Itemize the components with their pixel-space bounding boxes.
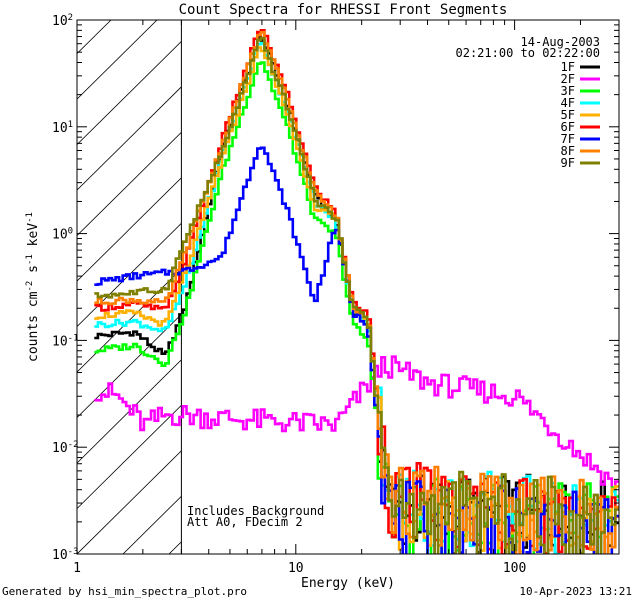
hatched-region <box>0 20 640 554</box>
hatch-line <box>77 268 182 373</box>
observation-date: 14-Aug-2003 <box>521 35 600 49</box>
x-axis-label: Energy (keV) <box>301 576 395 591</box>
y-tick-label: 101 <box>52 120 73 136</box>
annotation-background: Includes Background <box>187 504 324 518</box>
hatch-line <box>77 450 182 554</box>
hatch-line <box>77 404 182 510</box>
axis-ticks <box>76 20 620 555</box>
footer-generated-by: Generated by hsi_min_spectra_plot.pro <box>2 585 247 598</box>
y-tick-label: 10-3 <box>52 547 79 563</box>
y-tick-label: 10-1 <box>52 333 79 349</box>
legend-label-8f: 8F <box>561 144 575 158</box>
legend-label-2f: 2F <box>561 72 575 86</box>
legend-label-4f: 4F <box>561 96 575 110</box>
plot-frame <box>76 19 620 555</box>
time-range: 02:21:00 to 02:22:00 <box>456 46 601 60</box>
hatch-line <box>77 40 182 146</box>
series-line-2f <box>94 355 619 491</box>
hatch-line <box>77 359 182 464</box>
hatch-line <box>77 222 182 328</box>
y-axis-label: counts cm-2 s-1 keV-1 <box>25 212 41 362</box>
legend-label-7f: 7F <box>561 132 575 146</box>
y-tick-labels: 102 101 100 10-1 10-2 10-3 <box>52 13 79 563</box>
hatch-line <box>537 20 640 554</box>
legend-label-6f: 6F <box>561 120 575 134</box>
hatch-line <box>77 20 158 100</box>
x-tick-label: 1 <box>73 561 81 576</box>
legend-label-3f: 3F <box>561 84 575 98</box>
annotation-attenuator: Att A0, FDecim 2 <box>187 515 303 529</box>
hatch-line <box>0 20 19 554</box>
hatch-line <box>77 131 182 237</box>
hatch-line <box>77 20 112 55</box>
footer-timestamp: 10-Apr-2023 13:21 <box>519 585 632 598</box>
legend-label-5f: 5F <box>561 108 575 122</box>
y-tick-label: 100 <box>52 227 73 243</box>
x-tick-label: 10 <box>288 561 304 576</box>
chart-title: Count Spectra for RHESSI Front Segments <box>179 2 508 18</box>
hatch-line <box>583 20 640 554</box>
hatch-line <box>445 20 640 554</box>
y-tick-label: 10-2 <box>52 440 79 456</box>
series-line-9f <box>94 37 619 554</box>
hatch-line <box>77 86 182 191</box>
hatch-line <box>307 20 640 554</box>
x-tick-labels: 1 10 100 <box>73 561 526 576</box>
y-tick-label: 102 <box>52 13 73 29</box>
hatch-line <box>629 20 640 554</box>
series-lines <box>94 29 619 554</box>
legend-label-9f: 9F <box>561 156 575 170</box>
legend-label-1f: 1F <box>561 60 575 74</box>
x-tick-label: 100 <box>503 561 526 576</box>
